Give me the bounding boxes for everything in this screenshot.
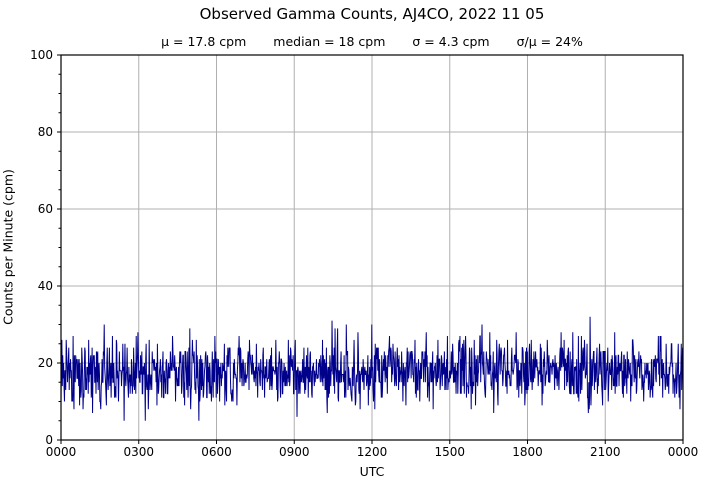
x-tick-label: 0000 bbox=[45, 445, 77, 459]
x-tick-label: 0600 bbox=[201, 445, 232, 459]
x-tick-label: 2100 bbox=[589, 445, 621, 459]
x-tick-label: 1800 bbox=[512, 445, 543, 459]
x-tick-label: 0000 bbox=[667, 445, 699, 459]
chart-stats-row: μ = 17.8 cpm median = 18 cpm σ = 4.3 cpm… bbox=[61, 34, 683, 49]
x-tick-label: 1200 bbox=[356, 445, 388, 459]
x-tick-label: 0900 bbox=[278, 445, 310, 459]
y-tick-label: 80 bbox=[37, 125, 53, 139]
stat-median: median = 18 cpm bbox=[273, 34, 386, 49]
x-tick-label: 1500 bbox=[434, 445, 466, 459]
chart-title: Observed Gamma Counts, AJ4CO, 2022 11 05 bbox=[199, 5, 545, 23]
stat-sigma: σ = 4.3 cpm bbox=[412, 34, 490, 49]
x-tick-label: 0300 bbox=[123, 445, 155, 459]
y-tick-label: 0 bbox=[45, 433, 53, 447]
stat-sigma-over-mean: σ/μ = 24% bbox=[516, 34, 583, 49]
stat-mean: μ = 17.8 cpm bbox=[161, 34, 247, 49]
y-tick-label: 20 bbox=[37, 356, 53, 370]
y-tick-label: 60 bbox=[37, 202, 53, 216]
gamma-counts-series bbox=[61, 316, 683, 421]
y-tick-label: 100 bbox=[30, 48, 53, 62]
y-tick-label: 40 bbox=[37, 279, 53, 293]
x-axis-label: UTC bbox=[359, 464, 385, 479]
